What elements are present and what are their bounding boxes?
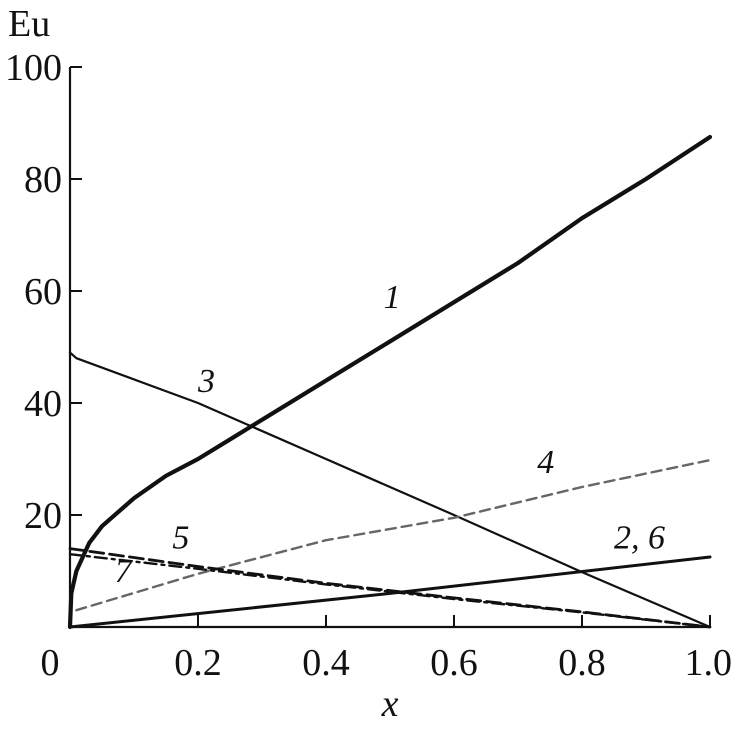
series-line-1 [67,134,713,630]
x-tick-label: 1.0 [685,642,733,684]
series-layer [67,134,713,630]
y-tick-label: 40 [24,383,62,425]
y-tick-label: 20 [24,495,62,537]
series-line-3 [68,351,712,629]
curve-label: 7 [115,553,134,590]
series-line-5 [68,547,712,629]
x-tick-label: 0.6 [430,642,478,684]
x-tick-label: 0.8 [558,642,606,684]
x-tick-label: 0.2 [174,642,222,684]
series-line-7 [68,553,712,629]
y-tick-label: 80 [24,159,62,201]
x-axis-title: x [381,683,399,725]
x-tick-label: 0 [41,642,60,684]
x-tick-label: 0.4 [302,642,350,684]
curve-label: 4 [537,444,554,481]
y-tick-label: 100 [5,47,62,89]
curve-label: 5 [172,520,189,557]
y-tick-label: 60 [24,271,62,313]
curve-label: 1 [384,279,401,316]
series-line-4 [75,458,712,612]
axes: 20 40 60 80 100 0 0.2 0.4 0.6 0.8 1.0 [5,47,732,684]
curve-labels: 1 3 4 2, 6 5 7 [115,279,665,590]
series-line-2-6 [68,555,712,629]
curve-label: 2, 6 [614,520,665,557]
curve-label: 3 [197,363,215,400]
y-axis-title: Eu [8,3,50,45]
